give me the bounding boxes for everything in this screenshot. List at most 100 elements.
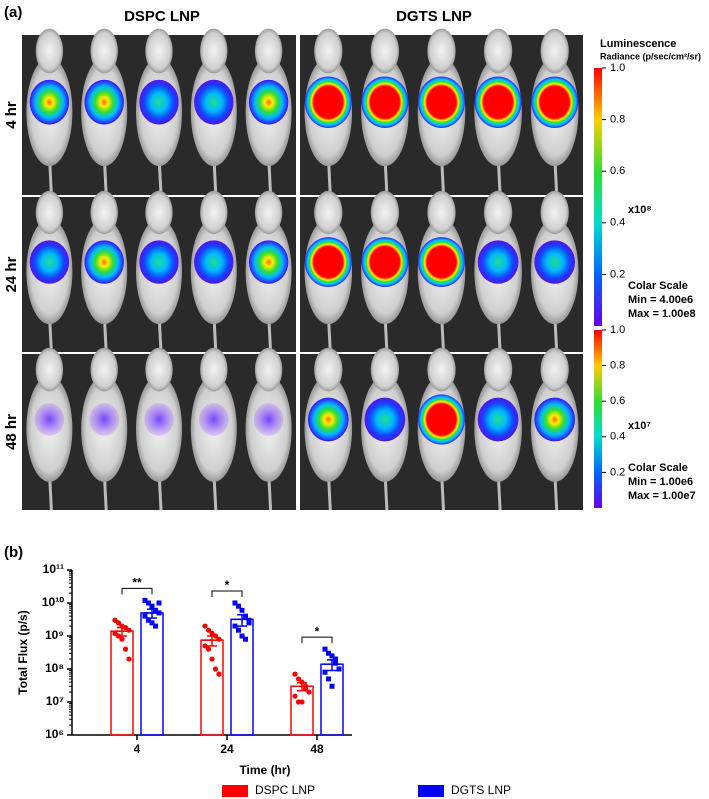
x-tick-label: 48 (310, 742, 324, 756)
data-point (232, 600, 238, 606)
significance-bracket (301, 636, 333, 644)
data-point (326, 650, 331, 656)
luminescence (194, 79, 234, 125)
data-point (322, 669, 328, 675)
data-point (333, 660, 338, 666)
y-axis-label: Total Flux (p/s) (16, 610, 30, 694)
colorbar-min: Min = 1.00e6 (628, 476, 693, 488)
luminescence (89, 403, 119, 436)
colorbar-scale-title: Colar Scale (628, 280, 688, 292)
row-label: 24 hr (3, 256, 20, 292)
data-point (205, 646, 212, 652)
significance-label: * (315, 624, 320, 638)
mouse-head (370, 190, 400, 235)
data-point (156, 600, 162, 606)
data-point (322, 646, 328, 652)
data-point (212, 666, 219, 672)
mouse-head (90, 347, 118, 392)
significance-label: * (225, 578, 230, 592)
data-point (146, 617, 151, 623)
luminescence (248, 240, 289, 284)
data-point (149, 603, 155, 609)
mouse-head (200, 28, 228, 74)
luminescence (84, 79, 124, 125)
panel-label: (b) (4, 544, 23, 561)
mouse-head (540, 347, 569, 392)
data-point (115, 620, 122, 626)
data-point (202, 623, 208, 629)
data-point (326, 676, 331, 682)
colorbar-tick-label: 0.4 (610, 217, 625, 229)
data-point (146, 600, 151, 606)
data-point (232, 623, 238, 629)
mouse-head (35, 347, 64, 392)
data-point (202, 643, 208, 649)
luminescence (418, 76, 465, 128)
row-label: 48 hr (3, 414, 20, 450)
luminescence (307, 397, 349, 442)
colorbar-tick-label: 0.8 (610, 360, 625, 372)
row-label: 4 hr (3, 101, 20, 129)
luminescence (531, 76, 579, 128)
luminescence (304, 237, 352, 288)
mouse-head (540, 190, 569, 235)
mouse-head (483, 28, 513, 74)
data-point (243, 636, 248, 642)
x-axis-label: Time (hr) (239, 763, 290, 777)
image-grid: 4 hr 24 hr 48 hr 1.0 0.8 0.6 0.4 0.2 x10⁸ Colar S… (3, 28, 696, 511)
data-point (236, 627, 241, 633)
mouse-head (254, 28, 283, 74)
mouse-head (145, 28, 173, 74)
mouse-head (254, 347, 283, 392)
x-tick-label: 4 (134, 742, 141, 756)
luminescence (84, 240, 124, 284)
legend-swatch (418, 785, 444, 797)
data-point (299, 699, 305, 705)
legend-swatch (222, 785, 248, 797)
mouse-head (90, 28, 118, 74)
data-point (292, 693, 298, 699)
bar (110, 630, 134, 736)
y-tick-label: 10¹¹ (43, 562, 64, 576)
data-point (295, 676, 302, 682)
data-point (216, 671, 222, 677)
luminescence (253, 403, 284, 436)
mouse-head (90, 190, 118, 235)
x-tick-label: 24 (220, 742, 234, 756)
colorbar-tick-label: 0.6 (610, 165, 625, 177)
data-point (156, 610, 162, 616)
data-point (302, 686, 309, 692)
bar (320, 663, 344, 736)
luminescence (144, 403, 174, 436)
colorbar-min: Min = 4.00e6 (628, 294, 693, 306)
y-tick-label: 10⁹ (45, 628, 64, 642)
mouse-head (35, 28, 64, 74)
luminescence (29, 79, 70, 125)
luminescence (474, 76, 522, 128)
mouse-head (427, 190, 456, 235)
data-point (205, 627, 212, 633)
luminescence (139, 240, 179, 284)
mouse-head (145, 190, 173, 235)
y-tick-label: 10⁶ (45, 727, 64, 741)
colorbar (594, 68, 602, 326)
data-point (329, 653, 335, 659)
data-point (306, 689, 312, 695)
significance-label: ** (132, 576, 142, 590)
colorbar-multiplier: x10⁸ (628, 204, 652, 216)
colorbar (594, 330, 602, 508)
data-point (149, 620, 155, 626)
luminescence (418, 237, 465, 288)
mouse-head (370, 28, 400, 74)
luminescence (361, 76, 409, 128)
data-point (239, 633, 245, 639)
data-point (333, 656, 338, 662)
mouse-head (200, 347, 228, 392)
mouse-head (314, 347, 343, 392)
luminescence (29, 240, 70, 284)
luminescence (248, 79, 289, 125)
luminescence (361, 237, 409, 288)
mouse-head (35, 190, 64, 235)
data-point (119, 636, 125, 642)
